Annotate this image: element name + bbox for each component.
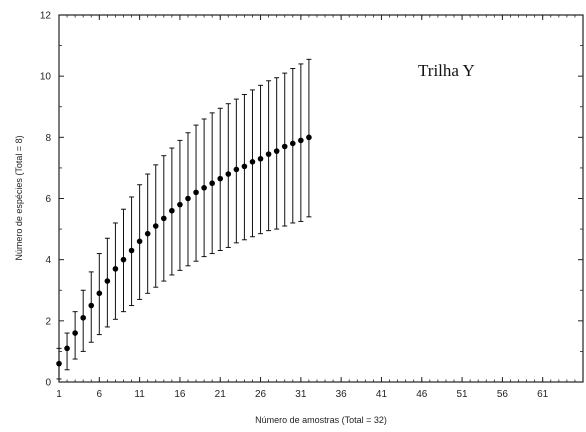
x-tick-label-3: 16 (174, 389, 186, 400)
data-point (152, 223, 159, 229)
data-point (169, 207, 175, 214)
y-tick-label-1: 2 (45, 316, 51, 327)
data-point (136, 238, 143, 245)
x-axis-label: Número de amostras (Total = 32) (255, 415, 387, 425)
y-tick-label-6: 12 (40, 11, 52, 22)
y-axis-ticks: 0 2 4 6 8 10 12 (40, 11, 583, 389)
y-axis-label: Número de espécies (Total = 8) (14, 135, 24, 260)
y-tick-label-5: 10 (40, 72, 52, 83)
data-point (185, 195, 191, 202)
data-point (80, 314, 86, 321)
x-tick-label-11: 56 (497, 389, 509, 400)
x-tick-label-10: 51 (457, 389, 469, 400)
data-point (306, 134, 312, 141)
data-point (265, 151, 272, 157)
x-tick-label-2: 11 (134, 389, 145, 400)
data-point (128, 247, 135, 254)
y-tick-label-2: 4 (45, 255, 51, 266)
data-point (177, 201, 183, 208)
chart-annotation: Trilha Y (418, 61, 475, 80)
x-tick-label-6: 31 (295, 389, 307, 400)
error-bars (56, 58, 312, 380)
data-point (217, 175, 224, 182)
data-point (112, 266, 119, 272)
plot-frame (58, 14, 584, 383)
y-tick-label-3: 6 (45, 194, 51, 205)
data-point (161, 215, 167, 222)
data-point (144, 230, 151, 237)
data-point (88, 302, 95, 309)
data-point (120, 256, 127, 263)
data-point (56, 360, 62, 367)
data-point (201, 184, 207, 191)
x-tick-label-7: 36 (336, 389, 348, 400)
x-tick-label-4: 21 (215, 389, 227, 400)
data-point (96, 290, 103, 297)
x-tick-label-8: 41 (376, 389, 388, 400)
x-tick-label-1: 6 (97, 389, 103, 400)
data-point (241, 163, 248, 170)
x-tick-label-5: 26 (255, 389, 267, 400)
data-point (225, 171, 232, 177)
y-tick-label-4: 8 (45, 133, 51, 144)
data-point (298, 137, 304, 144)
data-point (64, 345, 70, 352)
x-tick-label-0: 1 (56, 389, 62, 400)
data-point (257, 155, 264, 162)
data-point (193, 189, 199, 196)
data-point (289, 140, 296, 147)
data-points (56, 134, 312, 367)
x-axis-ticks: 1 6 11 16 21 26 31 36 41 46 51 56 61 (56, 15, 584, 400)
y-tick-label-0: 0 (45, 378, 51, 389)
data-point (281, 143, 288, 150)
data-point (249, 159, 256, 165)
data-point (233, 166, 240, 173)
x-tick-label-9: 46 (416, 389, 428, 400)
data-point (104, 278, 111, 284)
data-point (273, 148, 280, 154)
data-point (72, 330, 78, 336)
data-point (209, 180, 215, 187)
x-tick-label-12: 61 (537, 389, 549, 400)
